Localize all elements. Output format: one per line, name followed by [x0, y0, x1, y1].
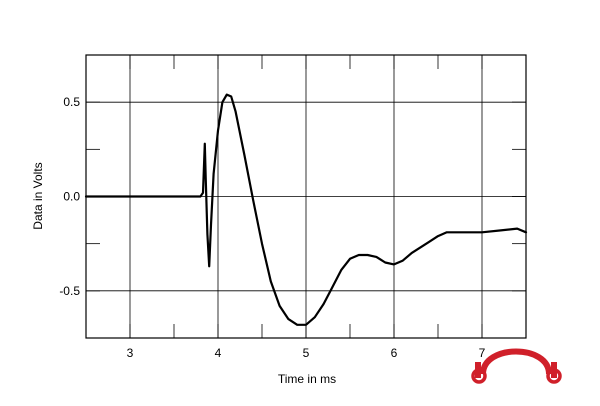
y-tick-labels: -0.5 0.0 0.5 [59, 95, 80, 298]
minor-ticks [85, 54, 527, 339]
x-tick-labels: 3 4 5 6 7 [127, 346, 486, 360]
x-tick-label: 5 [303, 346, 310, 360]
x-tick-label: 4 [215, 346, 222, 360]
db-headphones-logo-icon [471, 348, 562, 384]
y-axis-label: Data in Volts [31, 162, 45, 229]
x-axis-label: Time in ms [278, 372, 336, 386]
x-tick-label: 7 [479, 346, 486, 360]
x-tick-label: 3 [127, 346, 134, 360]
y-tick-label: 0.0 [63, 190, 80, 204]
series-line [84, 93, 528, 326]
x-tick-label: 6 [391, 346, 398, 360]
y-tick-label: -0.5 [59, 284, 80, 298]
y-tick-label: 0.5 [63, 95, 80, 109]
